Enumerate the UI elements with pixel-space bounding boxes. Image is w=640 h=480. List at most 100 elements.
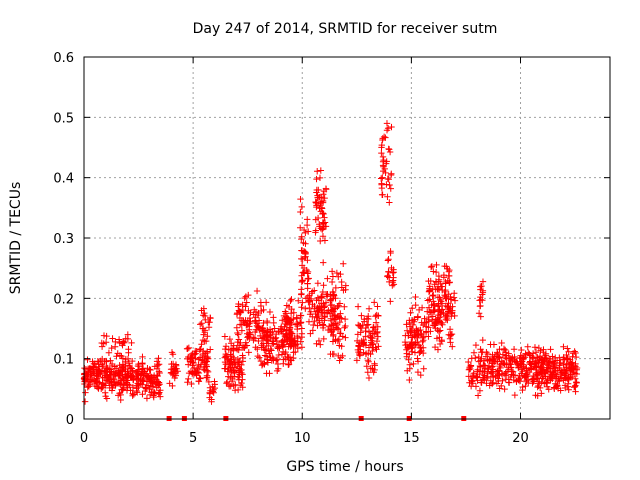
- data-point: [100, 332, 108, 339]
- data-point: [382, 134, 389, 141]
- data-point: [390, 281, 398, 288]
- data-point: [282, 348, 289, 356]
- data-point: [411, 333, 419, 340]
- data-point: [566, 361, 573, 369]
- data-point: [360, 339, 368, 347]
- data-point: [387, 185, 394, 192]
- data-point: [403, 321, 410, 328]
- data-point: [439, 321, 446, 328]
- data-point: [436, 327, 444, 334]
- data-point: [421, 315, 428, 322]
- data-point: [139, 366, 146, 373]
- data-point: [501, 361, 508, 368]
- data-point: [529, 350, 537, 357]
- data-point: [564, 345, 571, 352]
- data-point: [146, 366, 153, 373]
- data-point: [403, 327, 411, 335]
- data-point: [223, 380, 230, 387]
- data-point: [320, 335, 327, 343]
- data-point: [133, 387, 140, 395]
- data-point: [235, 303, 242, 310]
- data-point: [109, 335, 116, 342]
- data-point: [241, 294, 248, 302]
- data-point: [437, 311, 445, 318]
- data-point: [97, 368, 104, 376]
- data-point: [409, 321, 417, 329]
- data-point: [193, 365, 201, 372]
- data-point: [488, 363, 496, 371]
- data-point: [239, 384, 246, 391]
- data-point: [321, 214, 328, 221]
- data-point: [282, 310, 290, 317]
- x-axis-title: GPS time / hours: [286, 459, 403, 475]
- data-point: [448, 313, 455, 320]
- data-point: [133, 382, 140, 389]
- data-point: [235, 307, 243, 314]
- data-point: [306, 292, 313, 299]
- data-point: [427, 277, 434, 285]
- data-point: [432, 268, 440, 276]
- data-point: [122, 365, 129, 373]
- data-point: [505, 350, 512, 357]
- data-point: [474, 374, 481, 381]
- data-point: [328, 301, 336, 309]
- data-point: [528, 361, 535, 368]
- data-point: [261, 330, 268, 338]
- data-point: [124, 374, 132, 381]
- data-point: [128, 357, 136, 365]
- data-point: [315, 337, 323, 345]
- data-point: [317, 293, 325, 301]
- data-point: [261, 352, 269, 359]
- data-point: [255, 317, 263, 324]
- data-point: [495, 375, 502, 382]
- data-point: [364, 357, 372, 364]
- data-point: [332, 320, 339, 327]
- data-point: [319, 226, 326, 233]
- data-point: [194, 368, 201, 376]
- data-point: [481, 365, 489, 372]
- data-point: [305, 318, 313, 326]
- data-point: [227, 367, 235, 374]
- data-point: [307, 295, 315, 303]
- data-point: [314, 192, 321, 199]
- data-point: [318, 309, 325, 316]
- data-point: [484, 373, 491, 381]
- data-point: [364, 321, 372, 328]
- data-point: [560, 365, 568, 373]
- data-point: [275, 328, 283, 336]
- data-point: [479, 278, 487, 285]
- data-point: [243, 330, 251, 338]
- data-point: [446, 326, 454, 333]
- data-point: [363, 315, 371, 322]
- data-point: [489, 363, 496, 370]
- data-point: [412, 341, 419, 349]
- data-point: [264, 356, 271, 363]
- data-point: [322, 299, 330, 306]
- data-point: [538, 359, 546, 366]
- data-point: [201, 309, 208, 317]
- data-point: [311, 287, 318, 294]
- data-point: [426, 296, 433, 303]
- data-point: [379, 162, 387, 169]
- data-point: [375, 312, 382, 320]
- data-point: [270, 314, 277, 321]
- data-point: [234, 329, 241, 337]
- data-point: [272, 335, 279, 342]
- data-point: [143, 395, 151, 402]
- data-point: [573, 379, 580, 387]
- data-point: [503, 368, 511, 375]
- data-point: [82, 389, 89, 396]
- data-point: [472, 341, 480, 349]
- data-point: [531, 344, 539, 351]
- data-point: [259, 334, 267, 341]
- data-point: [384, 257, 392, 264]
- x-tick-label: 10: [294, 431, 311, 446]
- data-point: [468, 355, 475, 362]
- data-point: [199, 336, 207, 344]
- data-point: [362, 333, 369, 340]
- data-point: [441, 288, 448, 296]
- data-point: [185, 344, 193, 352]
- data-point: [111, 343, 119, 350]
- data-point: [294, 322, 301, 330]
- data-point: [253, 287, 261, 295]
